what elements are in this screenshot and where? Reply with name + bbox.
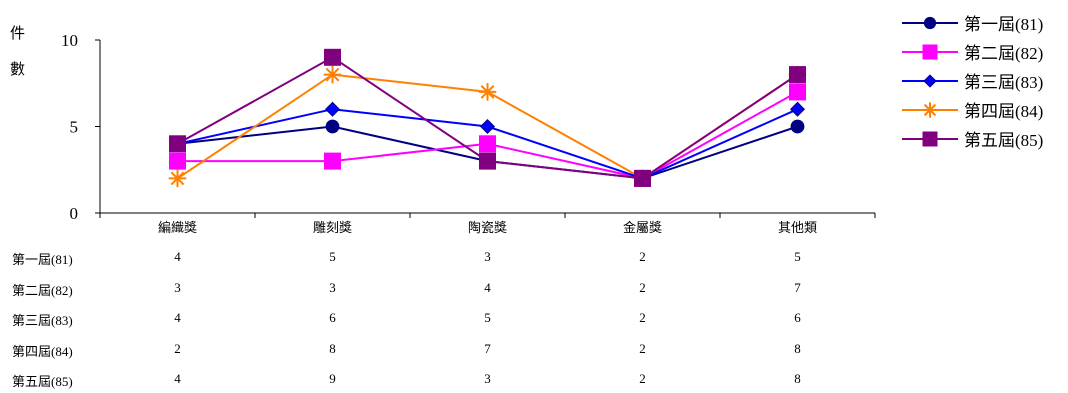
series-2-point-4 xyxy=(789,83,806,101)
series-4-point-2 xyxy=(478,83,497,101)
table-row-label-2: 第二屆(82) xyxy=(12,282,73,298)
table-cell-5-3: 2 xyxy=(639,371,646,386)
table-cell-1-0: 4 xyxy=(174,249,181,264)
series-3-point-1 xyxy=(324,101,341,117)
legend-label-5: 第五屆(85) xyxy=(964,131,1044,150)
table-cell-1-2: 3 xyxy=(484,249,491,264)
table-cell-2-1: 3 xyxy=(329,279,336,295)
table-cell-1-1: 5 xyxy=(329,249,336,264)
x-category-label-2: 陶瓷獎 xyxy=(468,220,507,235)
series-3-point-2 xyxy=(479,118,496,135)
y-tick-label-0: 0 xyxy=(70,204,79,223)
table-row-label-3: 第三屆(83) xyxy=(12,313,73,328)
table-row-3: 第三屆(83) 4 6 5 2 6 xyxy=(0,310,1068,332)
table-cell-5-4: 8 xyxy=(794,371,801,386)
legend-label-3: 第三屆(83) xyxy=(964,73,1044,92)
legend-marker-5 xyxy=(922,131,938,146)
series-line-1 xyxy=(177,125,798,180)
table-cell-2-0: 3 xyxy=(174,279,181,295)
table-cell-3-4: 6 xyxy=(794,310,801,325)
x-category-label-1: 雕刻獎 xyxy=(313,220,352,235)
table-cell-3-3: 2 xyxy=(639,310,646,325)
series-4-point-1 xyxy=(323,65,342,84)
legend-swatch-2 xyxy=(902,44,958,59)
legend-item-1: 第一屆(81) xyxy=(900,8,1043,37)
table-cell-3-2: 5 xyxy=(484,310,491,325)
legend-item-3: 第三屆(83) xyxy=(900,66,1043,95)
x-category-label-3: 金屬獎 xyxy=(623,220,662,235)
table-cell-4-4: 8 xyxy=(794,340,801,356)
table-cell-2-4: 7 xyxy=(794,279,801,295)
series-5-point-2 xyxy=(479,152,496,170)
y-axis-label-char-1: 件 xyxy=(10,26,26,42)
legend-label-4: 第四屆(84) xyxy=(964,102,1044,121)
table-row-label-4: 第四屆(84) xyxy=(12,343,73,359)
table-row-4: 第四屆(84) 2 8 7 2 8 xyxy=(0,341,1068,363)
legend-swatch-4 xyxy=(902,101,958,118)
series-1-point-1 xyxy=(325,119,340,134)
series-2-point-1 xyxy=(324,152,341,170)
legend-marker-3 xyxy=(923,73,937,88)
y-axis-label-char-2: 數 xyxy=(10,62,26,78)
table-cell-2-3: 2 xyxy=(639,279,646,295)
legend-swatch-1 xyxy=(902,16,958,29)
table-cell-5-0: 4 xyxy=(174,371,181,386)
table-row-1: 第一屆(81) 4 5 3 2 5 xyxy=(0,249,1068,271)
series-5-point-1 xyxy=(324,48,341,66)
series-3-point-4 xyxy=(789,101,806,117)
table-row-label-1: 第一屆(81) xyxy=(12,252,73,267)
y-tick-label-2: 10 xyxy=(61,31,78,50)
table-cell-3-0: 4 xyxy=(174,310,181,325)
table-cell-3-1: 6 xyxy=(329,310,336,325)
series-5-point-0 xyxy=(169,135,186,153)
table-cell-4-3: 2 xyxy=(639,340,646,356)
series-5-point-4 xyxy=(789,66,806,84)
legend-label-1: 第一屆(81) xyxy=(964,15,1044,34)
series-5-point-3 xyxy=(634,169,651,187)
legend-item-2: 第二屆(82) xyxy=(900,37,1043,66)
table-cell-1-3: 2 xyxy=(639,249,646,264)
table-cell-5-1: 9 xyxy=(329,371,336,386)
legend-label-2: 第二屆(82) xyxy=(964,44,1044,63)
table-row-2: 第二屆(82) 3 3 4 2 7 xyxy=(0,280,1068,302)
legend-marker-2 xyxy=(922,44,938,59)
table-cell-4-1: 8 xyxy=(329,340,336,356)
x-category-label-0: 編織獎 xyxy=(158,220,197,235)
series-5 xyxy=(169,48,806,187)
legend-marker-4 xyxy=(922,101,938,118)
legend-swatch-3 xyxy=(902,73,958,88)
legend-item-4: 第四屆(84) xyxy=(900,95,1043,124)
legend-marker-1 xyxy=(923,16,937,29)
series-2-point-2 xyxy=(479,135,496,153)
table-cell-5-2: 3 xyxy=(484,371,491,386)
table-cell-1-4: 5 xyxy=(794,249,801,264)
y-tick-label-1: 5 xyxy=(70,118,79,137)
series-2-point-0 xyxy=(169,152,186,170)
table-cell-4-2: 7 xyxy=(484,340,491,356)
table-cell-4-0: 2 xyxy=(174,340,181,356)
table-row-label-5: 第五屆(85) xyxy=(12,374,73,389)
series-4-point-0 xyxy=(168,169,187,188)
legend-item-5: 第五屆(85) xyxy=(900,124,1043,153)
table-row-5: 第五屆(85) 4 9 3 2 8 xyxy=(0,371,1068,393)
legend-swatch-5 xyxy=(902,131,958,146)
chart-legend: 第一屆(81) 第二屆(82) 第三屆(83) 第四屆(84) 第五屆(85) xyxy=(900,8,1043,153)
series-1-point-4 xyxy=(790,119,805,134)
x-category-label-4: 其他類 xyxy=(778,220,817,235)
table-cell-2-2: 4 xyxy=(484,279,491,295)
